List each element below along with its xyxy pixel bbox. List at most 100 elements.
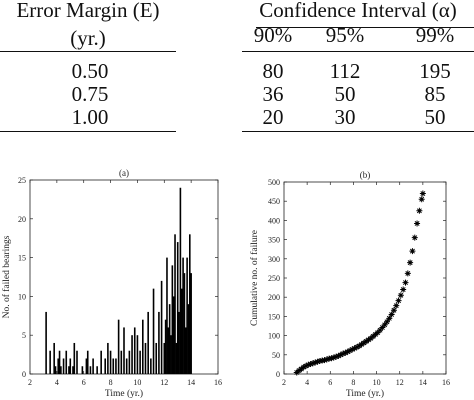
y-tick-label: 25 <box>18 176 26 185</box>
bar <box>187 304 190 374</box>
bar <box>107 342 109 374</box>
chart-title: (b) <box>360 170 371 180</box>
bar <box>100 350 102 374</box>
confidence-interval-header: Confidence Interval (α) <box>259 0 457 22</box>
x-axis-label: Time (yr.) <box>105 388 143 399</box>
bar <box>189 234 191 374</box>
scatter-point <box>342 349 349 356</box>
bar <box>190 273 192 374</box>
bottom-rule-left <box>0 131 176 133</box>
bar <box>174 234 176 374</box>
scatter-point <box>407 259 414 266</box>
scatter-point <box>393 302 400 309</box>
bar <box>112 358 115 374</box>
bar <box>65 350 68 374</box>
scatter-point <box>404 270 411 277</box>
row2-99: 85 <box>424 82 446 106</box>
bar <box>131 335 133 374</box>
scatter-point <box>333 353 340 360</box>
y-tick-label: 0 <box>276 370 280 379</box>
scatter-point <box>416 207 423 214</box>
scatter-point <box>365 336 372 343</box>
bar <box>163 342 166 374</box>
y-tick-label: 10 <box>18 292 26 301</box>
bar <box>166 257 168 374</box>
row3-95: 30 <box>334 105 356 129</box>
scatter-point <box>381 321 388 328</box>
row1-margin: 0.50 <box>71 59 109 83</box>
y-tick-label: 350 <box>268 236 280 245</box>
x-tick-label: 6 <box>328 378 332 387</box>
bar <box>120 350 123 374</box>
bar <box>128 350 131 374</box>
scatter-point <box>330 354 337 361</box>
scatter-point <box>363 338 370 345</box>
scatter-point <box>419 190 426 197</box>
y-tick-label: 5 <box>22 331 26 340</box>
scatter-point <box>356 342 363 349</box>
x-tick-label: 12 <box>396 378 404 387</box>
scatter-point <box>296 367 303 374</box>
bar <box>115 358 117 374</box>
bar <box>60 366 62 374</box>
scatter-point <box>390 307 397 314</box>
chart-a-failed-bearings: 2 4 6 8 10 12 14 16 0 5 10 15 20 25 (a) Time (yr.) No. o… <box>1 168 222 399</box>
scatter-point <box>323 356 330 363</box>
x-tick-label: 14 <box>419 378 427 387</box>
bar <box>81 366 84 374</box>
bar <box>53 342 55 374</box>
bar <box>85 358 88 374</box>
bar <box>158 311 160 374</box>
scatter-point <box>386 315 393 322</box>
bar <box>172 296 175 374</box>
y-tick-label: 500 <box>268 178 280 187</box>
level-header-99: 99% <box>415 23 455 47</box>
level-header-95: 95% <box>325 23 365 47</box>
bar <box>54 366 57 374</box>
bar <box>104 358 106 374</box>
y-tick-label: 400 <box>268 216 280 225</box>
header-rule-left <box>0 51 176 53</box>
scatter-point <box>307 361 314 368</box>
scatter-point <box>328 355 335 362</box>
row1-90: 80 <box>262 59 284 83</box>
x-tick-label: 10 <box>373 378 381 387</box>
bar <box>183 273 186 374</box>
chart-b-cumulative-failures: 2 4 6 8 10 12 14 16 0 50 100 150 200 250 300 350 400 450 5… <box>249 170 450 399</box>
scatter-point <box>344 348 351 355</box>
header-rule-right <box>242 51 474 53</box>
bar <box>142 319 144 374</box>
y-tick-label: 15 <box>18 254 26 263</box>
scatter-point <box>293 369 300 376</box>
scatter-point <box>353 344 360 351</box>
bar <box>58 350 61 374</box>
bar <box>49 350 51 374</box>
bar <box>186 257 188 374</box>
bar <box>168 304 171 374</box>
bar <box>150 358 152 374</box>
scatter-point <box>298 366 305 373</box>
y-tick-label: 100 <box>268 332 280 341</box>
x-tick-label: 16 <box>214 378 222 387</box>
row1-99: 195 <box>419 59 451 83</box>
scatter-point <box>418 196 425 203</box>
bar <box>69 358 72 374</box>
scatter-point <box>337 351 344 358</box>
x-tick-label: 14 <box>187 378 195 387</box>
scatter-point <box>411 234 418 241</box>
results-table: Error Margin (E) (yr.) Confidence Interv… <box>0 0 474 160</box>
bar <box>125 358 128 374</box>
bar <box>184 327 187 374</box>
bar <box>139 350 141 374</box>
row3-90: 20 <box>262 105 284 129</box>
y-tick-label: 200 <box>268 293 280 302</box>
y-tick-label: 20 <box>18 215 26 224</box>
scatter-point <box>351 345 358 352</box>
y-tick-label: 50 <box>272 351 280 360</box>
bar <box>160 280 163 374</box>
y-tick-label: 150 <box>268 312 280 321</box>
x-tick-label: 8 <box>109 378 113 387</box>
scatter-point <box>335 352 342 359</box>
scatter-point <box>395 297 402 304</box>
bar <box>89 366 92 374</box>
